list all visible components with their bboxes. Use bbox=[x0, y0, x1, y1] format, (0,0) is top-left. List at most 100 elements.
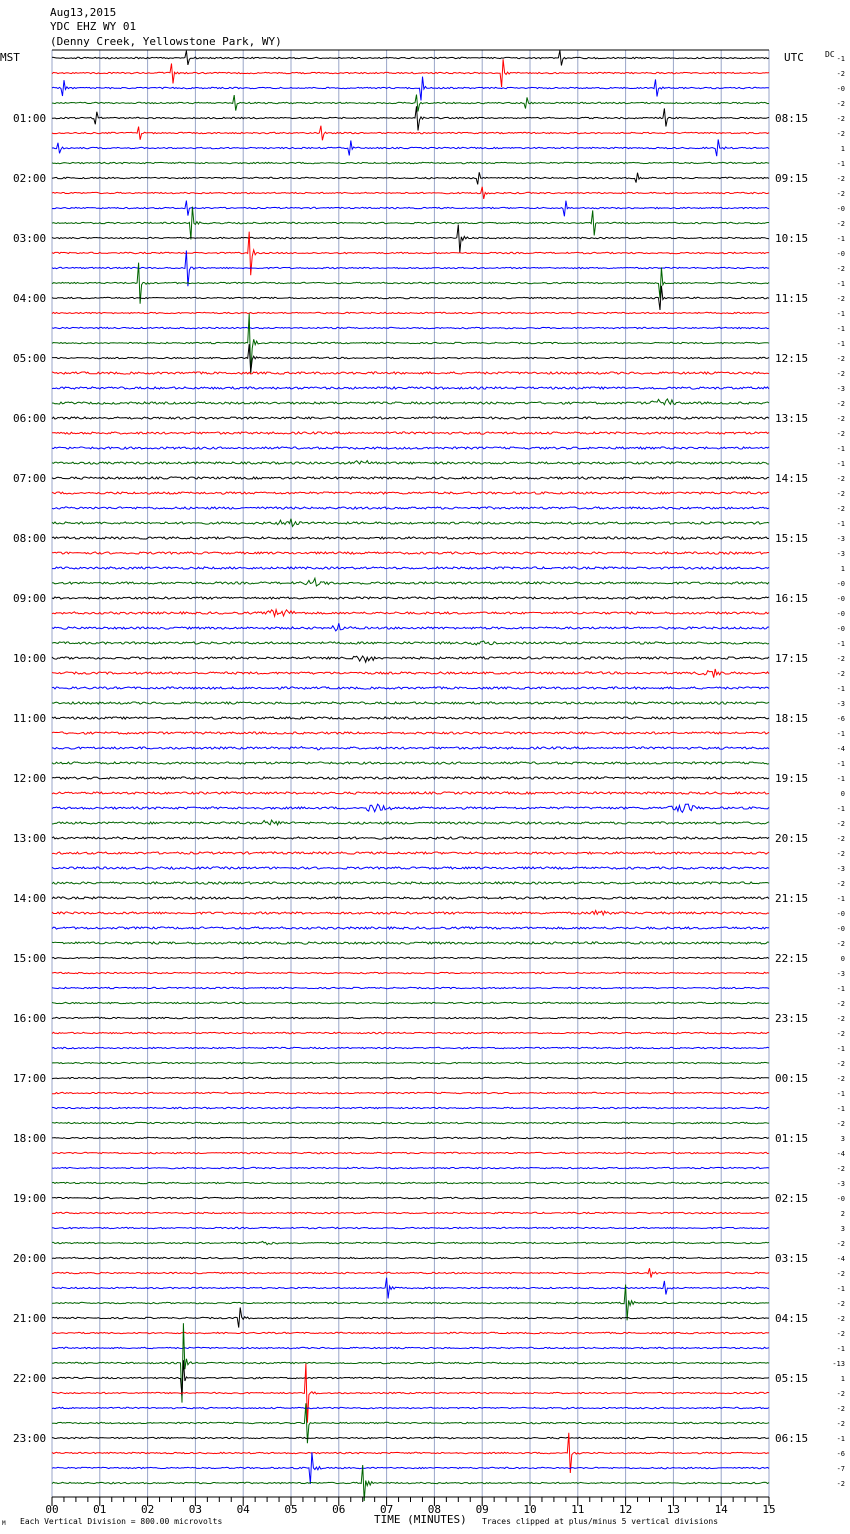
left-hour-label: 02:00 bbox=[13, 172, 46, 185]
dc-offset-label: -2 bbox=[837, 415, 845, 423]
dc-offset-label: -0 bbox=[837, 205, 845, 213]
left-hour-label: 16:00 bbox=[13, 1012, 46, 1025]
x-tick-label: 10 bbox=[523, 1503, 536, 1516]
dc-label: DC bbox=[825, 50, 835, 59]
dc-offset-label: -3 bbox=[837, 385, 845, 393]
trace-row-15 bbox=[51, 262, 770, 304]
dc-offset-label: -2 bbox=[837, 1300, 845, 1308]
trace-row-44 bbox=[51, 716, 770, 720]
left-hour-label: 08:00 bbox=[13, 532, 46, 545]
dc-offset-label: -2 bbox=[837, 835, 845, 843]
trace-row-6 bbox=[51, 139, 770, 157]
right-hour-label: 11:15 bbox=[775, 292, 808, 305]
corner-mark: M bbox=[2, 1520, 6, 1527]
trace-row-39 bbox=[51, 640, 770, 646]
trace-row-81 bbox=[51, 1268, 770, 1278]
dc-offset-label: -2 bbox=[837, 1030, 845, 1038]
trace-row-94 bbox=[51, 1452, 770, 1484]
dc-offset-label: -2 bbox=[837, 1060, 845, 1068]
dc-offset-label: -2 bbox=[837, 850, 845, 858]
dc-offset-label: -2 bbox=[837, 175, 845, 183]
dc-offset-label: -1 bbox=[837, 340, 845, 348]
left-hour-label: 06:00 bbox=[13, 412, 46, 425]
dc-offset-label: 1 bbox=[841, 145, 845, 153]
dc-offset-label: -3 bbox=[837, 1180, 845, 1188]
dc-offset-label: -1 bbox=[837, 640, 845, 648]
grid-lines bbox=[51, 49, 770, 1497]
right-axis-label: UTC bbox=[784, 51, 804, 64]
dc-offset-label: -1 bbox=[837, 1045, 845, 1053]
dc-offset-label: 2 bbox=[841, 1210, 845, 1218]
trace-row-56 bbox=[51, 896, 770, 900]
trace-row-58 bbox=[51, 926, 770, 930]
dc-offset-label: -1 bbox=[837, 730, 845, 738]
trace-row-72 bbox=[51, 1136, 770, 1140]
dc-offset-label: 1 bbox=[841, 565, 845, 573]
trace-row-71 bbox=[51, 1121, 770, 1125]
right-hour-label: 19:15 bbox=[775, 772, 808, 785]
right-hour-label: 01:15 bbox=[775, 1132, 808, 1145]
trace-row-21 bbox=[51, 371, 770, 375]
dc-offset-label: -2 bbox=[837, 1390, 845, 1398]
dc-offset-label: -6 bbox=[837, 1450, 845, 1458]
dc-offset-label: -2 bbox=[837, 880, 845, 888]
trace-row-29 bbox=[51, 491, 770, 495]
trace-row-50 bbox=[51, 803, 770, 814]
trace-row-69 bbox=[52, 1091, 770, 1095]
trace-rows bbox=[51, 50, 770, 1502]
clip-note: Traces clipped at plus/minus 5 vertical … bbox=[482, 1517, 718, 1526]
dc-offset-labels: -1 -2 -0 -2 -2 -2 1 -1 -2 -2 -0 -2 -1 -0 -2 -1 -2 -1 -1 -1 -… bbox=[832, 55, 845, 1488]
right-hour-label: 00:15 bbox=[775, 1072, 808, 1085]
right-hour-label: 09:15 bbox=[775, 172, 808, 185]
dc-offset-label: -0 bbox=[837, 925, 845, 933]
dc-offset-label: -0 bbox=[837, 580, 845, 588]
trace-row-23 bbox=[51, 397, 770, 406]
trace-row-48 bbox=[51, 776, 770, 780]
trace-row-10 bbox=[51, 200, 770, 217]
trace-row-87 bbox=[51, 1323, 770, 1403]
trace-row-86 bbox=[51, 1346, 770, 1350]
dc-offset-label: 3 bbox=[841, 1225, 845, 1233]
trace-row-76 bbox=[52, 1196, 769, 1200]
trace-row-82 bbox=[51, 1277, 770, 1299]
x-tick-label: 11 bbox=[571, 1503, 584, 1516]
right-hour-label: 15:15 bbox=[775, 532, 808, 545]
x-tick-label: 02 bbox=[141, 1503, 154, 1516]
dc-offset-label: -2 bbox=[837, 190, 845, 198]
trace-row-68 bbox=[51, 1076, 770, 1080]
trace-row-67 bbox=[51, 1061, 770, 1065]
dc-offset-label: -2 bbox=[837, 820, 845, 828]
left-hour-label: 23:00 bbox=[13, 1432, 46, 1445]
x-tick-label: 08 bbox=[428, 1503, 441, 1516]
trace-row-2 bbox=[51, 76, 770, 101]
trace-row-41 bbox=[51, 668, 770, 678]
left-hour-label: 18:00 bbox=[13, 1132, 46, 1145]
left-hour-label: 09:00 bbox=[13, 592, 46, 605]
trace-row-54 bbox=[51, 866, 770, 870]
scale-note: Each Vertical Division = 800.00 microvol… bbox=[20, 1517, 222, 1526]
x-axis: 00 01 02 03 04 05 06 07 08 09 10 11 12 13 14 15 bbox=[45, 1496, 776, 1516]
trace-row-61 bbox=[51, 971, 770, 975]
dc-offset-label: -2 bbox=[837, 1315, 845, 1323]
right-hour-label: 03:15 bbox=[775, 1252, 808, 1265]
trace-row-26 bbox=[51, 446, 770, 450]
dc-offset-label: -1 bbox=[837, 460, 845, 468]
trace-row-64 bbox=[51, 1016, 770, 1020]
left-hour-label: 21:00 bbox=[13, 1312, 46, 1325]
right-hour-label: 10:15 bbox=[775, 232, 808, 245]
dc-offset-label: 0 bbox=[841, 955, 845, 963]
left-hour-label: 15:00 bbox=[13, 952, 46, 965]
dc-offset-label: -0 bbox=[837, 910, 845, 918]
trace-row-79 bbox=[52, 1240, 770, 1246]
right-hour-label: 02:15 bbox=[775, 1192, 808, 1205]
trace-row-31 bbox=[51, 518, 770, 528]
dc-offset-label: -1 bbox=[837, 1285, 845, 1293]
dc-offset-label: -2 bbox=[837, 1120, 845, 1128]
dc-offset-label: -2 bbox=[837, 1240, 845, 1248]
trace-row-37 bbox=[51, 607, 770, 619]
trace-row-35 bbox=[51, 576, 770, 587]
dc-offset-label: -2 bbox=[837, 1330, 845, 1338]
trace-row-18 bbox=[51, 326, 770, 330]
dc-offset-label: -3 bbox=[837, 865, 845, 873]
dc-offset-label: -1 bbox=[837, 1105, 845, 1113]
